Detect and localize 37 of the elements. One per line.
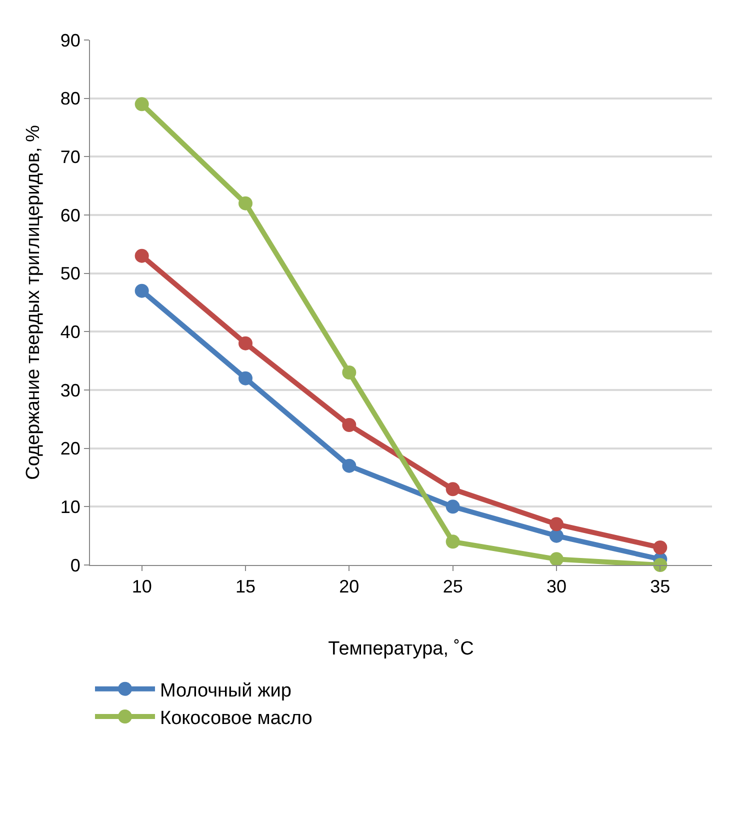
- point: [446, 482, 460, 496]
- point: [446, 500, 460, 514]
- y-tick-label: 20: [60, 438, 80, 459]
- point: [653, 540, 668, 554]
- x-tick-label: 25: [442, 576, 463, 597]
- point: [550, 528, 564, 543]
- point: [134, 97, 149, 112]
- y-tick-label: 70: [60, 146, 80, 167]
- point: [238, 196, 252, 210]
- x-tick-label: 35: [650, 576, 670, 597]
- y-tick-label: 30: [60, 380, 80, 400]
- point: [446, 534, 460, 549]
- y-tick-label: 80: [60, 88, 80, 109]
- point: [238, 371, 252, 386]
- point: [134, 284, 149, 298]
- y-tick-label: 50: [60, 264, 80, 284]
- point: [238, 336, 252, 350]
- point: [342, 418, 356, 432]
- x-tick-label: 20: [339, 576, 360, 597]
- y-tick-label: 0: [70, 555, 80, 576]
- x-tick-label: 30: [546, 576, 567, 597]
- legend-label: Кокосовое масло: [160, 708, 312, 729]
- y-tick-label: 90: [60, 30, 80, 50]
- x-axis-title: Температура, ˚С: [328, 638, 474, 660]
- point: [134, 248, 149, 263]
- x-tick-label: 10: [132, 576, 152, 597]
- point: [342, 366, 356, 380]
- x-tick-label: 15: [235, 576, 256, 597]
- y-tick-label: 40: [60, 322, 80, 342]
- y-tick-label: 60: [60, 205, 80, 226]
- y-axis-title: Содержание твердых триглицеридов, %: [23, 124, 44, 480]
- point: [653, 558, 668, 572]
- y-tick-label: 10: [60, 496, 80, 517]
- legend-label: Молочный жир: [160, 680, 292, 702]
- point: [342, 458, 356, 473]
- point: [550, 552, 564, 566]
- point: [550, 517, 564, 532]
